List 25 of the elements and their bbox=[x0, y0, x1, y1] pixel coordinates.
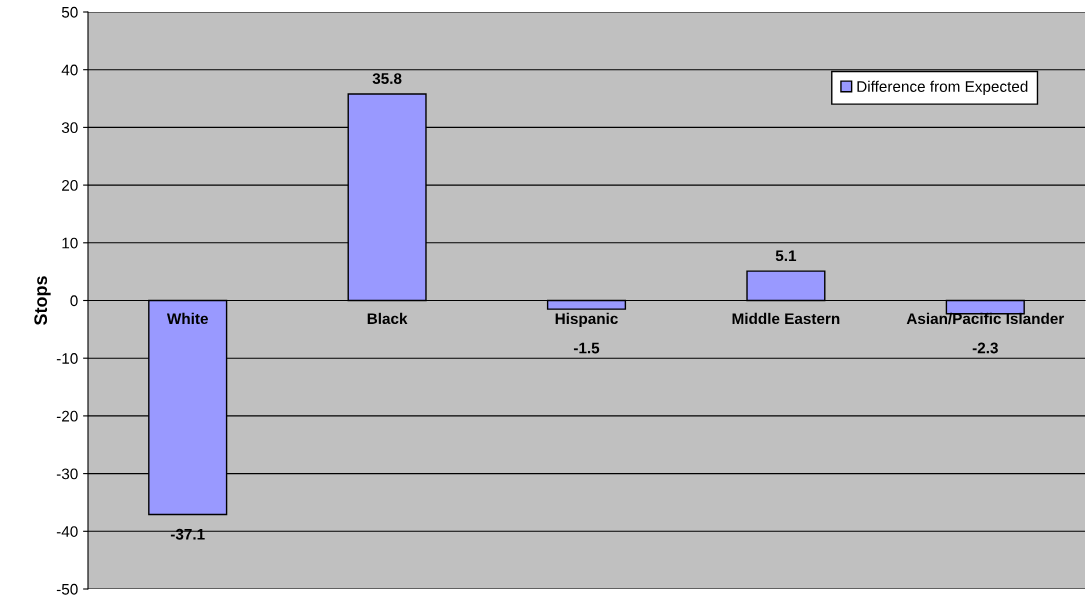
legend-label: Difference from Expected bbox=[857, 80, 1028, 95]
data-label: -2.3 bbox=[972, 342, 998, 354]
y-tick-label: -30 bbox=[56, 468, 78, 480]
y-tick-label: 30 bbox=[61, 122, 78, 134]
y-tick-label: 10 bbox=[62, 237, 78, 249]
data-label: -1.5 bbox=[573, 342, 600, 354]
data-label: 5.1 bbox=[775, 250, 797, 262]
x-tick-label: White bbox=[166, 312, 208, 325]
y-tick-label: -40 bbox=[56, 526, 78, 537]
y-tick-label: -20 bbox=[56, 410, 78, 422]
bar bbox=[746, 270, 826, 302]
y-tick-label: -10 bbox=[56, 353, 78, 364]
data-label: -37.1 bbox=[170, 528, 205, 540]
y-tick-label: 50 bbox=[61, 6, 78, 18]
data-label: 35.8 bbox=[372, 73, 402, 84]
x-tick-label: Black bbox=[367, 312, 408, 325]
x-tick-label: Middle Eastern bbox=[732, 312, 840, 325]
y-tick-label: 40 bbox=[61, 64, 78, 76]
y-tick-label: -50 bbox=[56, 583, 78, 595]
x-tick-label: Asian/Pacific Islander bbox=[906, 312, 1065, 325]
y-axis-title: Stops bbox=[34, 276, 51, 326]
y-tick-label: 20 bbox=[62, 179, 78, 191]
x-tick-label: Hispanic bbox=[555, 312, 618, 328]
y-tick-label: 0 bbox=[70, 295, 78, 307]
bar bbox=[546, 299, 627, 310]
